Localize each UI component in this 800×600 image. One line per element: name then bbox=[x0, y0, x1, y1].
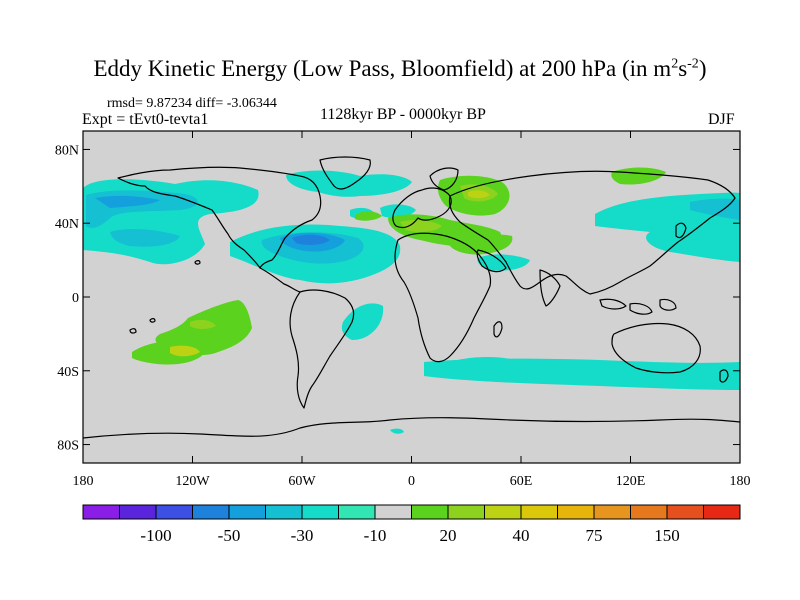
lat-label: 40N bbox=[55, 217, 79, 232]
stats-text: rmsd= 9.87234 diff= -3.06344 bbox=[107, 96, 277, 111]
south-atlantic-anomaly bbox=[341, 303, 384, 340]
colorbar-swatch bbox=[630, 504, 668, 520]
south-pacific-anomaly-core bbox=[190, 319, 216, 329]
colorbar-swatch bbox=[593, 504, 631, 520]
southern-ocean-anomaly-small bbox=[458, 357, 515, 366]
axis-ticks bbox=[82, 131, 741, 463]
colorbar-swatch bbox=[703, 504, 741, 520]
coastlines bbox=[83, 156, 740, 439]
period-label: 1128kyr BP - 0000kyr BP bbox=[320, 106, 486, 123]
anomaly-fields bbox=[83, 156, 740, 439]
colorbar-swatch bbox=[265, 504, 303, 520]
colorbar-swatch bbox=[338, 504, 376, 520]
colorbar-swatch bbox=[447, 504, 485, 520]
longitude-labels: 180 120W 60W 0 60E 120E 180 bbox=[73, 474, 751, 489]
colorbar-label: 40 bbox=[513, 526, 530, 545]
europe-anomaly-core bbox=[400, 219, 442, 233]
asia-anomaly bbox=[477, 254, 530, 271]
colorbar-label: 20 bbox=[440, 526, 457, 545]
lat-label: 40S bbox=[57, 365, 79, 380]
colorbar-label: 150 bbox=[654, 526, 680, 545]
colorbar-label: -50 bbox=[218, 526, 241, 545]
colorbar-swatch bbox=[484, 504, 522, 520]
atlantic-green-anomaly bbox=[355, 211, 382, 221]
north-pacific-anomaly-strong bbox=[95, 195, 160, 208]
colorbar bbox=[82, 504, 741, 520]
lon-label: 180 bbox=[730, 474, 751, 489]
antarctic-anomaly bbox=[390, 428, 404, 434]
colorbar-label: 75 bbox=[586, 526, 603, 545]
colorbar-swatch bbox=[82, 504, 120, 520]
lat-label: 80S bbox=[57, 439, 79, 454]
lon-label: 60E bbox=[510, 474, 533, 489]
colorbar-label: -100 bbox=[140, 526, 171, 545]
lon-label: 180 bbox=[73, 474, 94, 489]
colorbar-labels: -100 -50 -30 -10 20 40 75 150 bbox=[140, 526, 679, 545]
lat-label: 80N bbox=[55, 143, 79, 158]
colorbar-swatch bbox=[374, 504, 412, 520]
north-america-anomaly bbox=[286, 170, 412, 197]
colorbar-swatch bbox=[119, 504, 157, 520]
plot-title: Eddy Kinetic Energy (Low Pass, Bloomfiel… bbox=[93, 56, 707, 81]
season-label: DJF bbox=[708, 111, 735, 128]
south-pacific-anomaly-2-core bbox=[170, 345, 200, 357]
southern-ocean-anomaly bbox=[424, 358, 740, 390]
negative-anomaly-regions bbox=[83, 170, 740, 434]
north-atlantic-anomaly-core bbox=[292, 234, 330, 245]
west-pacific-anomaly bbox=[110, 229, 180, 247]
colorbar-swatch bbox=[155, 504, 193, 520]
east-asia-anomaly-core bbox=[690, 198, 740, 220]
lon-label: 60W bbox=[288, 474, 316, 489]
colorbar-label: -30 bbox=[291, 526, 314, 545]
colorbar-swatch bbox=[192, 504, 230, 520]
colorbar-swatch bbox=[228, 504, 266, 520]
colorbar-label: -10 bbox=[364, 526, 387, 545]
lon-label: 120E bbox=[616, 474, 646, 489]
lon-label: 120W bbox=[175, 474, 210, 489]
eurasia-anomaly-peak bbox=[468, 190, 490, 199]
colorbar-swatch bbox=[301, 504, 339, 520]
colorbar-swatch bbox=[666, 504, 704, 520]
colorbar-swatch bbox=[557, 504, 595, 520]
colorbar-swatch bbox=[520, 504, 558, 520]
experiment-label: Expt = tEvt0-tevta1 bbox=[82, 111, 209, 128]
latitude-labels: 80N 40N 0 40S 80S bbox=[55, 143, 79, 453]
lon-label: 0 bbox=[408, 474, 415, 489]
lat-label: 0 bbox=[72, 291, 79, 306]
colorbar-swatch bbox=[411, 504, 449, 520]
